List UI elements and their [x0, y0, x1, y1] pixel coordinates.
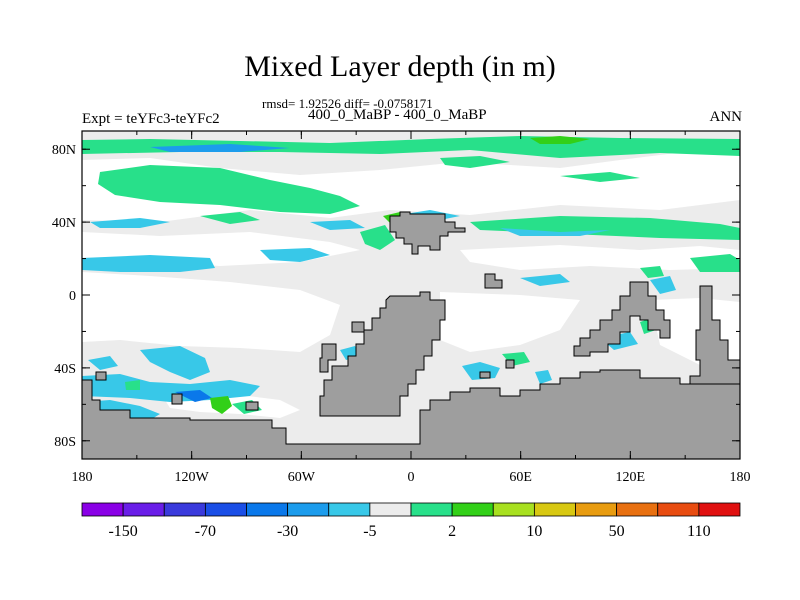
- lat-tick-label: 0: [69, 289, 76, 304]
- colorbar-label: 2: [448, 523, 456, 540]
- land-africa-west: [319, 291, 446, 417]
- colorbar-label: -5: [363, 523, 376, 540]
- lon-tick-label: 180: [730, 470, 751, 485]
- land-island-south-e: [479, 371, 491, 379]
- lat-tick-label: 80N: [52, 143, 76, 158]
- season-label: ANN: [709, 109, 743, 125]
- land-island-south-d: [505, 359, 515, 369]
- land-island-small: [484, 273, 503, 289]
- latitude-axis: 80N 40N 0 40S 80S: [52, 143, 740, 450]
- colorbar-swatch: [616, 502, 659, 517]
- colorbar-swatch: [410, 502, 453, 517]
- experiment-subtitle: 400_0_MaBP - 400_0_MaBP: [308, 107, 487, 123]
- colorbar-swatch: [204, 502, 247, 517]
- land-island-south-b: [245, 401, 259, 411]
- lon-tick-label: 0: [408, 470, 415, 485]
- land-australia: [573, 281, 671, 357]
- colorbar-swatch: [246, 502, 289, 517]
- plot-title: Mixed Layer depth (in m): [244, 50, 556, 83]
- colorbar-labels: -150 -70 -30 -5 2 10 50 110: [108, 523, 710, 540]
- land-island-south-c: [95, 371, 107, 381]
- colorbar: [81, 502, 741, 517]
- lon-tick-label: 120W: [175, 470, 210, 485]
- lon-tick-label: 60W: [288, 470, 316, 485]
- colorbar-swatch: [533, 502, 576, 517]
- colorbar-label: 10: [526, 523, 542, 540]
- land-island-south-a: [171, 393, 183, 405]
- stats-text: rmsd= 1.92526 diff= -0.0758171: [262, 96, 433, 111]
- land-europe: [389, 211, 466, 255]
- land-antarctica: [82, 369, 740, 459]
- colorbar-swatch: [492, 502, 535, 517]
- lon-tick-label: 180: [72, 470, 93, 485]
- colorbar-label: -150: [108, 523, 137, 540]
- map-field: [82, 131, 740, 459]
- colorbar-swatch: [328, 502, 371, 517]
- colorbar-swatch: [122, 502, 165, 517]
- colorbar-swatch: [451, 502, 494, 517]
- colorbar-swatch: [575, 502, 618, 517]
- colorbar-label: 50: [609, 523, 625, 540]
- colorbar-swatch: [81, 502, 124, 517]
- lat-tick-label: 40S: [54, 362, 76, 377]
- colorbar-label: -70: [195, 523, 216, 540]
- lon-tick-label: 60E: [509, 470, 532, 485]
- lon-tick-label: 120E: [616, 470, 646, 485]
- lat-tick-label: 80S: [54, 435, 76, 450]
- land-africa-peninsula: [319, 343, 337, 373]
- colorbar-swatch: [698, 502, 741, 517]
- lat-tick-label: 40N: [52, 216, 76, 231]
- colorbar-swatch: [287, 502, 330, 517]
- experiment-label: Expt = teYFc3-teYFc2: [82, 111, 220, 127]
- colorbar-label: 110: [687, 523, 710, 540]
- longitude-axis: 180 120W 60W 0 60E 120E 180: [72, 131, 751, 485]
- land-island-sw: [351, 321, 365, 333]
- colorbar-swatch: [163, 502, 206, 517]
- colorbar-swatch: [657, 502, 700, 517]
- colorbar-swatch: [369, 502, 412, 517]
- land-mask: [82, 211, 740, 459]
- colorbar-label: -30: [277, 523, 298, 540]
